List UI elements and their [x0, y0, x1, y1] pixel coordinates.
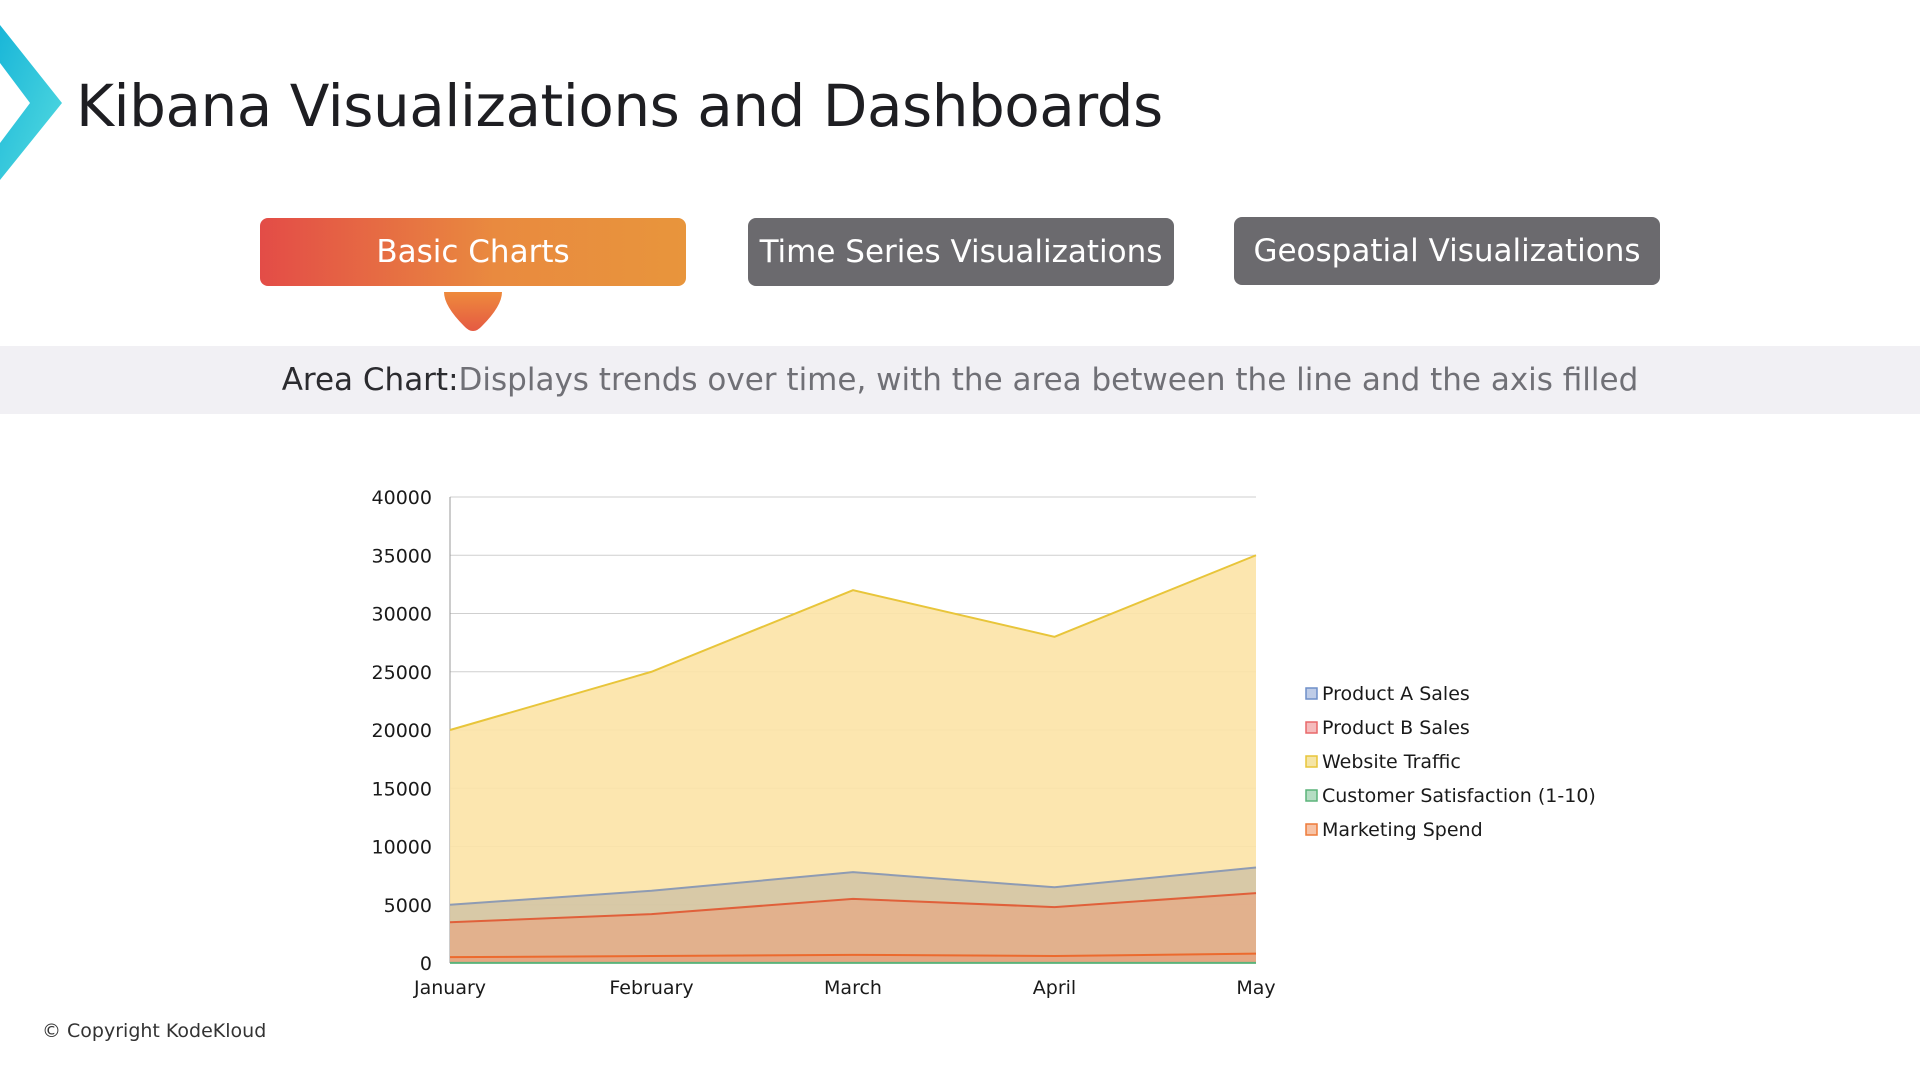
- x-tick-label: April: [1033, 977, 1076, 999]
- copyright-text: © Copyright KodeKloud: [42, 1020, 267, 1042]
- y-tick-label: 25000: [372, 662, 432, 684]
- tab-time-series-visualizations[interactable]: Time Series Visualizations: [748, 218, 1174, 286]
- description-term: Area Chart:: [281, 362, 459, 398]
- legend-label: Customer Satisfaction (1-10): [1322, 785, 1596, 807]
- legend-label: Website Traffic: [1322, 751, 1461, 773]
- description-text: Displays trends over time, with the area…: [458, 362, 1639, 398]
- active-tab-pointer-icon: [444, 292, 502, 331]
- logo-chevron-icon: [0, 25, 62, 180]
- legend-swatch: [1305, 721, 1318, 734]
- legend-swatch: [1305, 687, 1318, 700]
- chart-description: Area Chart: Displays trends over time, w…: [0, 346, 1920, 414]
- y-tick-label: 40000: [372, 487, 432, 509]
- y-tick-label: 0: [420, 953, 432, 975]
- x-tick-label: May: [1236, 977, 1275, 999]
- y-tick-label: 30000: [372, 604, 432, 626]
- legend-swatch: [1305, 789, 1318, 802]
- series-line: [449, 554, 1257, 731]
- y-tick-label: 10000: [372, 837, 432, 859]
- legend-swatch: [1305, 823, 1318, 836]
- tab-geospatial-visualizations[interactable]: Geospatial Visualizations: [1234, 217, 1660, 285]
- y-tick-label: 5000: [384, 895, 432, 917]
- legend-swatch: [1305, 755, 1318, 768]
- x-tick-label: January: [413, 977, 486, 999]
- series-line: [449, 952, 1257, 959]
- x-tick-label: February: [609, 977, 693, 999]
- x-tick-label: March: [824, 977, 882, 999]
- series-line: [449, 866, 1257, 906]
- area-series: [450, 893, 1256, 963]
- series-line: [449, 892, 1257, 924]
- tab-basic-charts[interactable]: Basic Charts: [260, 218, 686, 286]
- page-title: Kibana Visualizations and Dashboards: [76, 72, 1163, 140]
- y-tick-label: 35000: [372, 545, 432, 567]
- legend-label: Product B Sales: [1322, 717, 1470, 739]
- area-series: [450, 555, 1256, 963]
- legend-label: Marketing Spend: [1322, 819, 1483, 841]
- legend-label: Product A Sales: [1322, 683, 1470, 705]
- y-tick-label: 20000: [372, 720, 432, 742]
- y-tick-label: 15000: [372, 778, 432, 800]
